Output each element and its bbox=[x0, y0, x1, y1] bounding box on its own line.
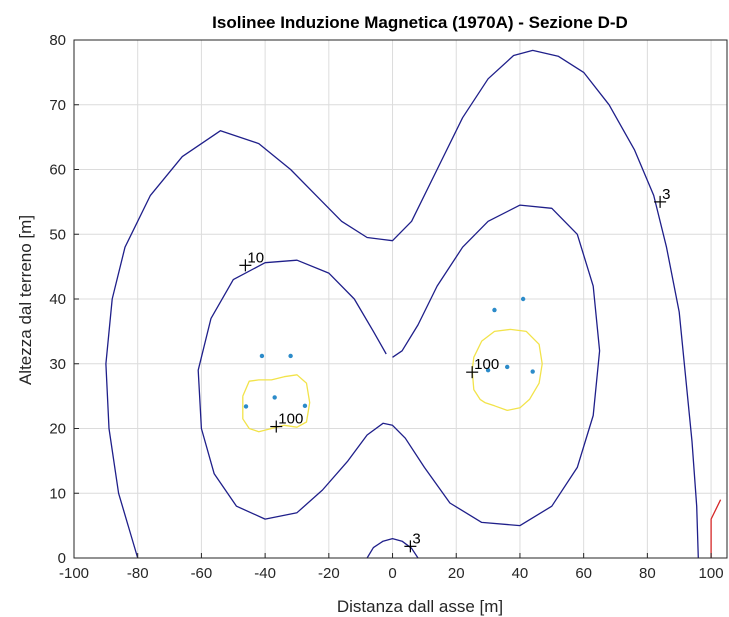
x-tick-label: -40 bbox=[254, 565, 276, 582]
y-tick-label: 80 bbox=[49, 32, 66, 49]
contour-label: 3 bbox=[412, 530, 420, 547]
x-tick-label: 60 bbox=[575, 565, 592, 582]
x-tick-label: 100 bbox=[699, 565, 724, 582]
y-tick-label: 10 bbox=[49, 485, 66, 502]
contour-label: 100 bbox=[474, 356, 499, 373]
contour-label: 3 bbox=[662, 186, 670, 203]
x-tick-label: -80 bbox=[127, 565, 149, 582]
x-tick-label: -100 bbox=[59, 565, 89, 582]
contour-10 bbox=[197, 204, 601, 527]
contour-100 bbox=[471, 328, 543, 412]
y-tick-label: 60 bbox=[49, 162, 66, 179]
contour-3 bbox=[366, 537, 419, 559]
conductor-point bbox=[302, 403, 308, 409]
contour-label: 10 bbox=[247, 249, 264, 266]
chart-title: Isolinee Induzione Magnetica (1970A) - S… bbox=[212, 13, 628, 32]
conductor-point bbox=[485, 368, 491, 373]
y-tick-label: 50 bbox=[49, 226, 66, 243]
conductor-point bbox=[505, 364, 510, 370]
conductor-point bbox=[492, 307, 497, 313]
x-tick-label: -20 bbox=[318, 565, 340, 582]
contour-100 bbox=[242, 374, 311, 433]
x-tick-label: 20 bbox=[448, 565, 465, 582]
contour-edge bbox=[710, 499, 722, 558]
x-tick-label: 80 bbox=[639, 565, 656, 582]
conductor-point bbox=[288, 353, 293, 359]
y-tick-label: 0 bbox=[58, 550, 66, 567]
x-axis-label: Distanza dall asse [m] bbox=[337, 597, 503, 616]
y-tick-label: 70 bbox=[49, 97, 66, 114]
contour-3 bbox=[105, 49, 699, 559]
x-tick-label: 40 bbox=[512, 565, 529, 582]
conductor-point bbox=[272, 395, 277, 400]
conductor-point bbox=[243, 404, 249, 409]
x-tick-label: -60 bbox=[191, 565, 213, 582]
x-tick-label: 0 bbox=[388, 565, 396, 582]
y-tick-label: 30 bbox=[49, 356, 66, 373]
y-tick-label: 40 bbox=[49, 291, 66, 308]
conductor-point bbox=[259, 353, 265, 359]
y-axis-label: Altezza dal terreno [m] bbox=[16, 215, 35, 385]
conductor-point bbox=[530, 369, 535, 374]
conductor-point bbox=[520, 296, 526, 302]
y-tick-label: 20 bbox=[49, 421, 66, 438]
contour-label: 100 bbox=[278, 411, 303, 428]
